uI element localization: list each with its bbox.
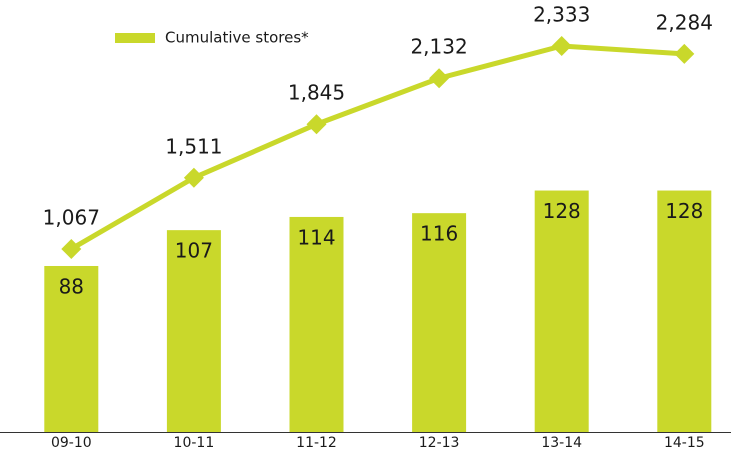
line-value-label: 1,845 <box>288 81 345 105</box>
bar <box>657 190 712 432</box>
x-tick-label: 12-13 <box>419 435 460 450</box>
bar-value-label: 116 <box>420 222 458 246</box>
line-value-label: 2,333 <box>533 3 590 27</box>
bar-value-label: 128 <box>665 199 703 223</box>
x-tick-label: 10-11 <box>174 435 215 450</box>
bar-value-label: 128 <box>543 199 581 223</box>
bar-value-label: 88 <box>59 274 84 298</box>
x-tick-label: 14-15 <box>664 435 705 450</box>
x-tick-label: 09-10 <box>51 435 92 450</box>
x-tick-label: 11-12 <box>296 435 337 450</box>
line <box>70 43 685 252</box>
line-value-label: 2,132 <box>410 35 467 59</box>
line-marker <box>306 114 327 135</box>
bar-value-label: 114 <box>297 225 335 249</box>
line-value-label: 1,511 <box>165 134 222 158</box>
line-marker <box>61 238 82 259</box>
bar-value-label: 107 <box>175 239 213 263</box>
bar <box>166 230 221 432</box>
bar <box>412 213 467 432</box>
line-value-label: 2,284 <box>656 10 713 34</box>
line-marker <box>183 167 204 188</box>
line-marker <box>429 68 450 89</box>
line-marker <box>674 43 695 64</box>
bar <box>44 265 99 432</box>
legend-swatch <box>115 33 155 43</box>
x-tick-label: 13-14 <box>541 435 582 450</box>
line-marker <box>551 36 572 57</box>
bar <box>289 216 344 432</box>
legend-label: Cumulative stores* <box>165 29 309 47</box>
line-value-label: 1,067 <box>43 205 100 229</box>
bar <box>534 190 589 432</box>
